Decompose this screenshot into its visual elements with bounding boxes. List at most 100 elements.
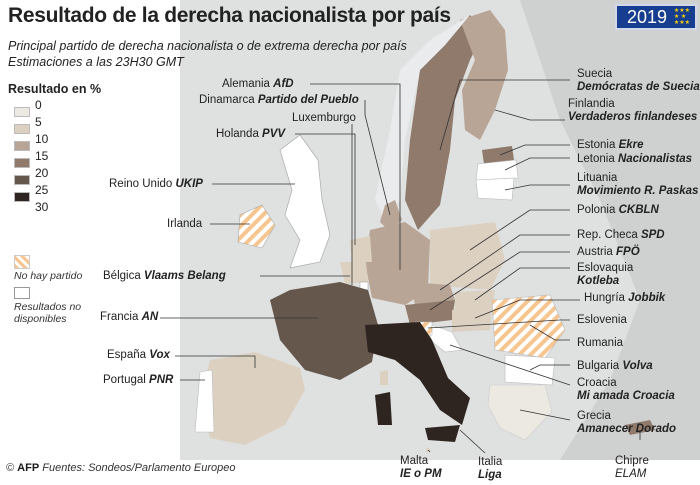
ireland-shape — [237, 204, 276, 249]
party-name: Mi amada Croacia — [577, 390, 675, 402]
country-name: Chipre — [615, 455, 649, 467]
party-name: ELAM — [615, 468, 647, 480]
corsica-shape — [380, 370, 388, 385]
party-name: Nacionalistas — [617, 153, 693, 165]
legend-tick-20: 20 — [35, 166, 49, 180]
country-label-irlanda: Irlanda — [167, 218, 202, 231]
legend-tick-15: 15 — [35, 149, 49, 163]
country-name: Croacia — [577, 377, 617, 389]
country-label-malta: Malta IE o PM — [400, 455, 442, 481]
party-name: Partido del Pueblo — [257, 94, 359, 106]
country-label-rep-checa: Rep. Checa SPD — [577, 229, 665, 242]
subtitle-line-1: Principal partido de derecha nacionalist… — [8, 39, 407, 53]
country-name: Portugal — [103, 374, 146, 386]
party-name: Verdaderos finlandeses — [568, 111, 698, 123]
country-label-bulgaria: Bulgaria Volva — [577, 360, 653, 373]
country-name: Estonia — [577, 139, 616, 151]
legend-tick-30: 30 — [35, 200, 49, 214]
country-label-holanda: Holanda PVV — [216, 128, 285, 141]
party-name: CKBLN — [618, 204, 659, 216]
lithuania-shape — [475, 177, 515, 201]
party-name: Vlaams Belang — [143, 270, 226, 282]
france-shape — [270, 282, 378, 380]
latvia-shape — [475, 159, 519, 181]
country-label-dinamarca: Dinamarca Partido del Pueblo — [199, 94, 359, 107]
party-name: FPÖ — [616, 246, 640, 258]
party-name: Ekre — [618, 139, 644, 151]
eu-stars-icon: ★★★ ★ ★ ★★★ — [673, 8, 690, 26]
country-name: Alemania — [222, 78, 270, 90]
country-name: Dinamarca — [199, 94, 255, 106]
country-name: Polonia — [577, 204, 616, 216]
legend-no-party-swatch — [14, 255, 30, 269]
year-badge: 2019 ★★★ ★ ★ ★★★ — [615, 4, 697, 30]
country-name: Holanda — [216, 128, 259, 140]
legend-swatch — [14, 192, 30, 202]
poland-shape — [430, 222, 505, 290]
country-name: Eslovenia — [577, 314, 627, 326]
party-name: Liga — [478, 469, 502, 481]
sardinia-shape — [375, 392, 392, 425]
country-label-finlandia: Finlandia Verdaderos finlandeses — [568, 98, 697, 124]
country-name: Hungría — [584, 292, 625, 304]
legend-tick-25: 25 — [35, 183, 49, 197]
country-name: Eslovaquia — [577, 262, 634, 274]
legend-no-party-label: No hay partido — [14, 270, 83, 282]
party-name: PVV — [262, 128, 286, 140]
country-name: Reino Unido — [109, 178, 173, 190]
legend-no-data-label-1: Resultados no — [14, 301, 82, 313]
sweden-shape — [405, 15, 485, 230]
party-name: Vox — [149, 349, 170, 361]
sicily-shape — [425, 425, 460, 442]
country-label-estonia: Estonia Ekre — [577, 139, 644, 152]
legend-swatch — [14, 158, 30, 168]
country-label-austria: Austria FPÖ — [577, 246, 640, 259]
country-label-eslovenia: Eslovenia — [577, 314, 627, 327]
country-label-croacia: Croacia Mi amada Croacia — [577, 377, 675, 403]
country-label-lituania: Lituania Movimiento R. Paskas — [577, 172, 698, 198]
source-note: Fuentes: Sondeos/Parlamento Europeo — [42, 462, 236, 474]
austria-shape — [405, 300, 455, 325]
country-label-reino-unido: Reino Unido UKIP — [109, 178, 203, 191]
country-name: Finlandia — [568, 98, 615, 110]
country-name: Austria — [577, 246, 613, 258]
country-name: Rep. Checa — [577, 229, 638, 241]
legend-no-data-swatch — [14, 287, 30, 299]
legend-tick-0: 0 — [35, 98, 42, 112]
country-name: Bélgica — [103, 270, 141, 282]
chart-title: Resultado de la derecha nacionalista por… — [8, 4, 451, 27]
uk-shape — [279, 134, 331, 269]
copyright-symbol: © — [6, 462, 15, 474]
estonia-shape — [482, 146, 514, 164]
country-name: Irlanda — [167, 218, 203, 230]
country-name: Letonia — [577, 153, 615, 165]
party-name: Jobbik — [628, 292, 666, 304]
portugal-shape — [194, 369, 215, 433]
legend-tick-5: 5 — [35, 115, 42, 129]
legend-no-data-label-2: disponibles — [14, 313, 67, 325]
country-label-hungr-a: Hungría Jobbik — [584, 292, 665, 305]
party-name: PNR — [149, 374, 174, 386]
greece-shape — [487, 384, 553, 441]
country-name: Malta — [400, 455, 429, 467]
country-name: Rumania — [577, 337, 624, 349]
country-name: España — [107, 349, 147, 361]
party-name: IE o PM — [400, 468, 442, 480]
non-eu-land — [520, 0, 700, 460]
legend-swatch — [14, 175, 30, 185]
cyprus-shape — [625, 420, 655, 435]
country-label-polonia: Polonia CKBLN — [577, 204, 659, 217]
country-label-eslovaquia: Eslovaquia Kotleba — [577, 262, 633, 288]
norway-shape — [375, 15, 470, 220]
year-label: 2019 — [627, 6, 668, 27]
party-name: Demócratas de Suecia — [577, 81, 700, 93]
party-name: AfD — [273, 78, 294, 90]
country-name: Grecia — [577, 410, 611, 422]
legend-tick-10: 10 — [35, 132, 49, 146]
country-label-alemania: Alemania AfD — [222, 78, 294, 91]
legend-swatch — [14, 107, 30, 117]
country-label-b-lgica: Bélgica Vlaams Belang — [103, 270, 226, 283]
country-label-espa-a: España Vox — [107, 349, 170, 362]
afp-logo: AFP — [17, 462, 40, 474]
